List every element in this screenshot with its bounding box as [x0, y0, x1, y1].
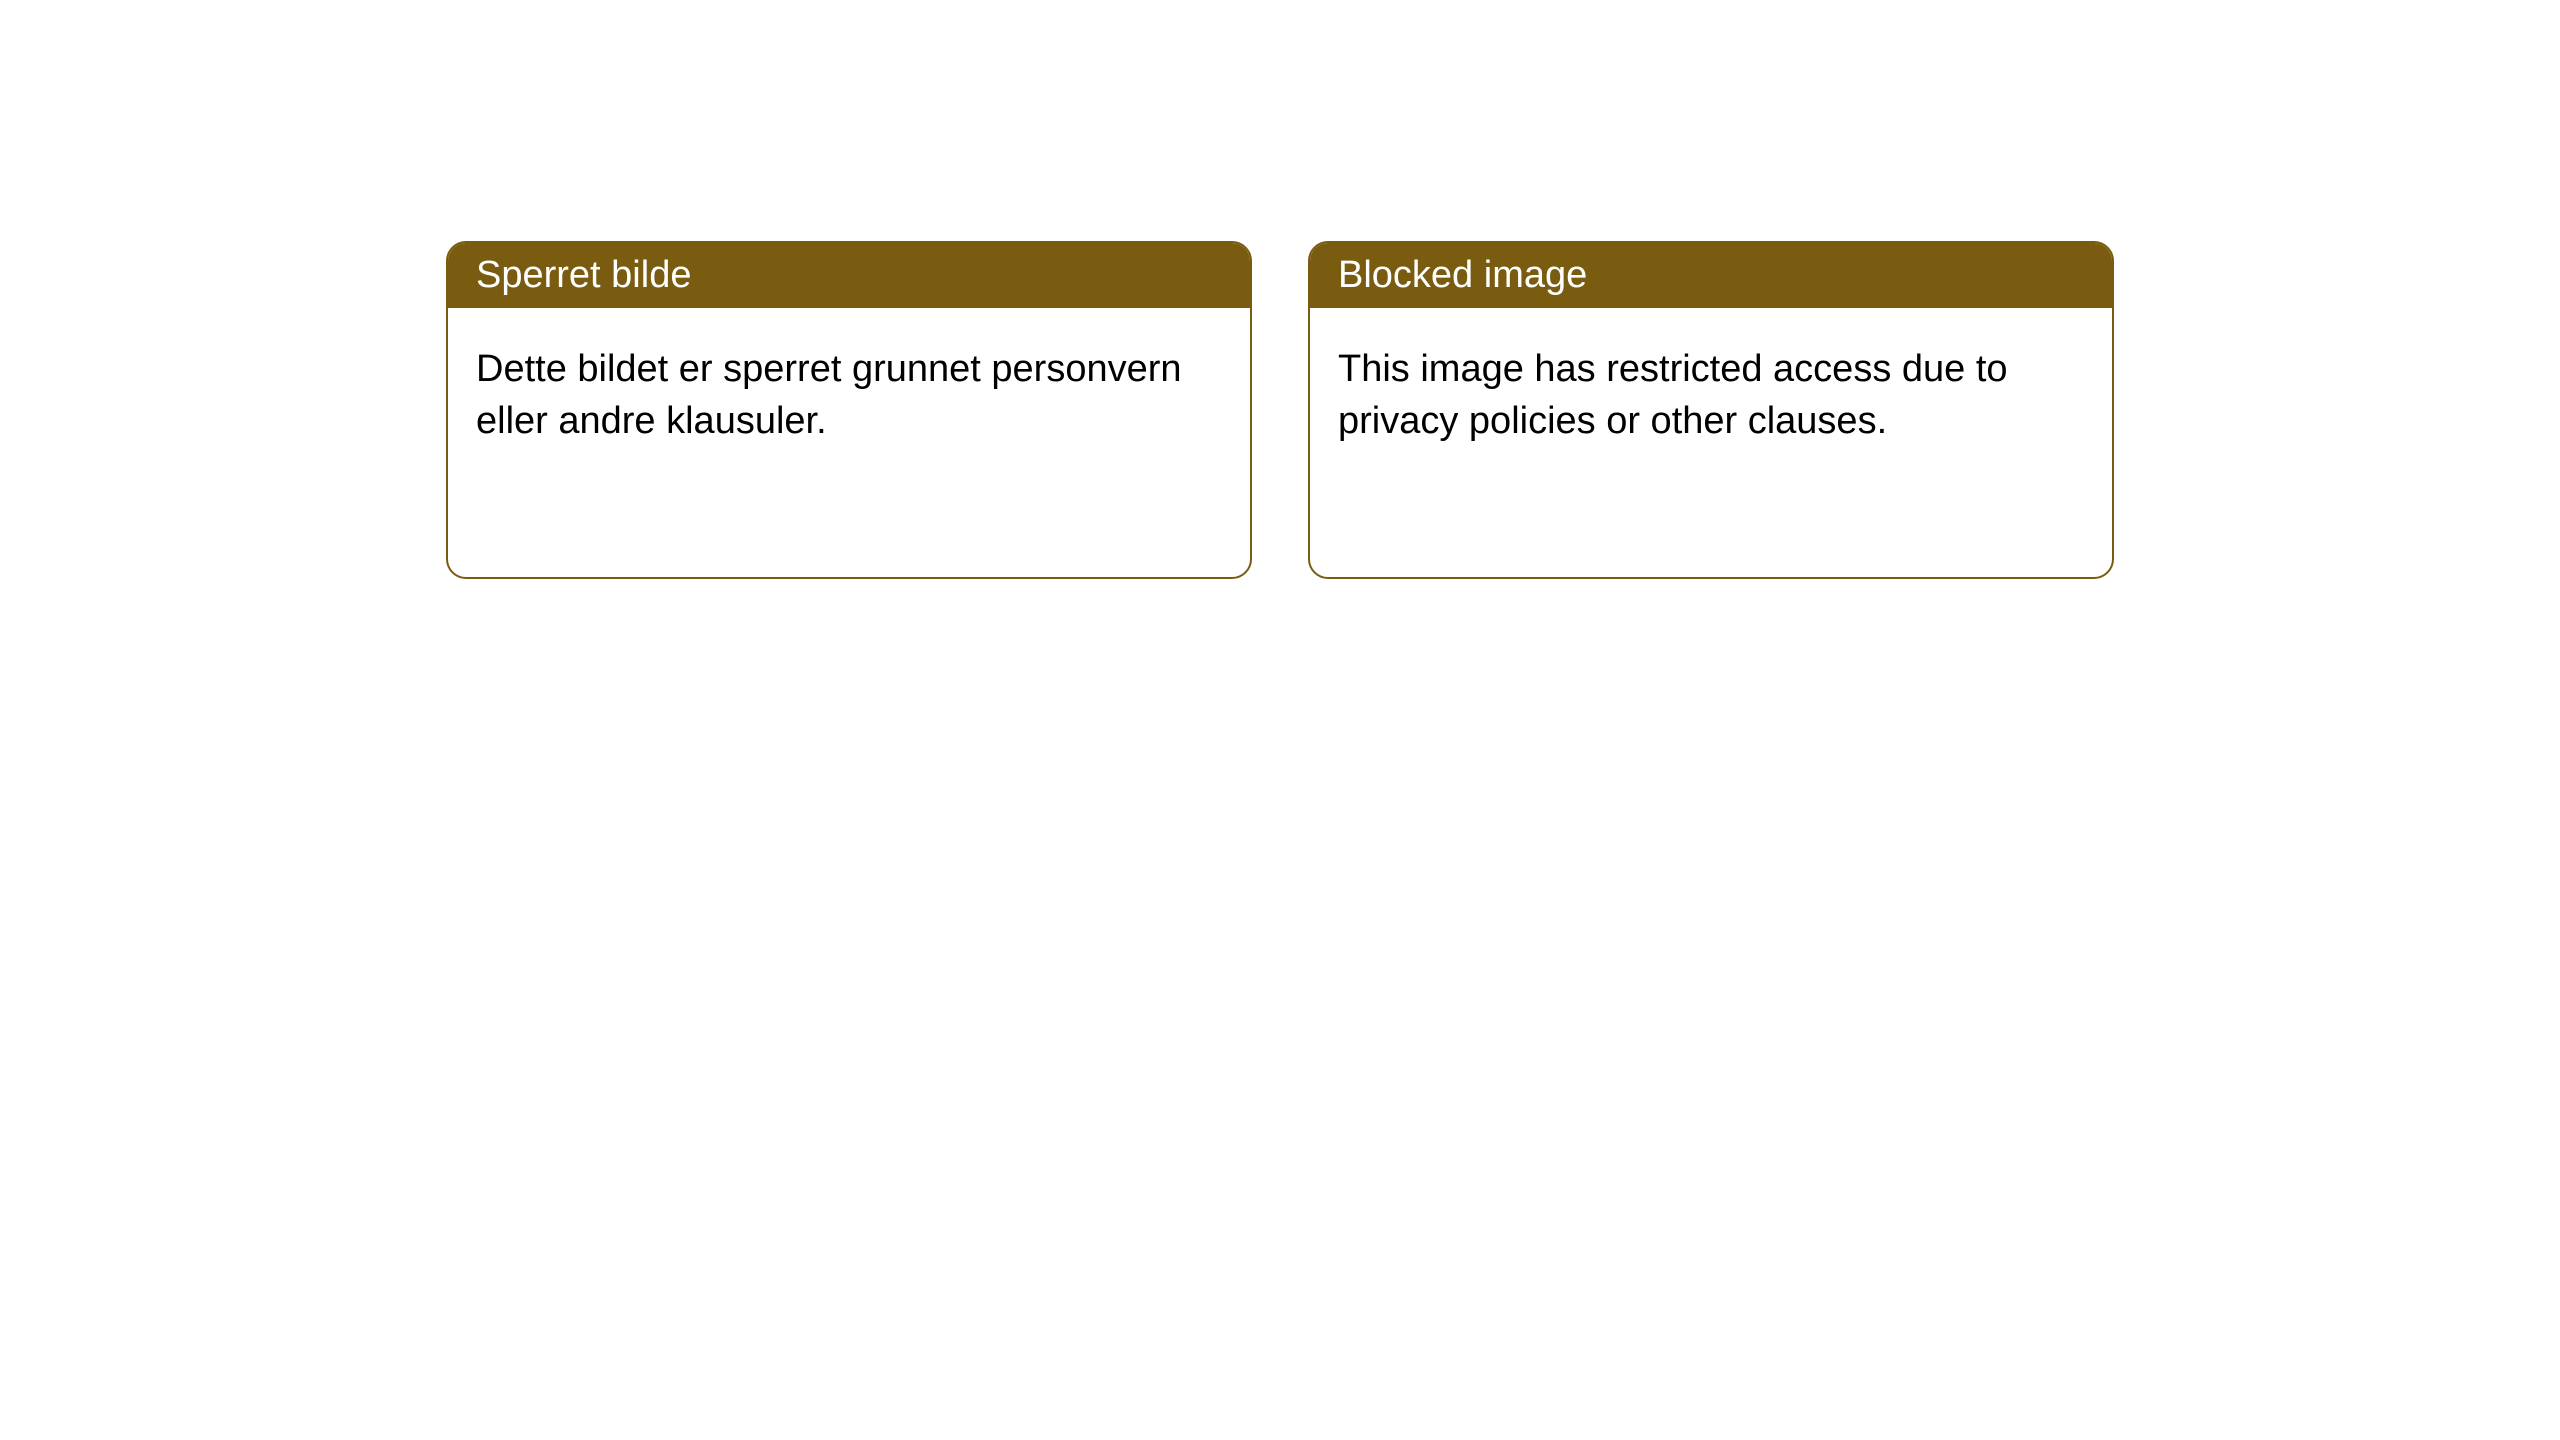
- card-header: Sperret bilde: [448, 243, 1250, 308]
- card-body: This image has restricted access due to …: [1310, 308, 2112, 483]
- card-title: Sperret bilde: [476, 254, 691, 296]
- card-header: Blocked image: [1310, 243, 2112, 308]
- card-body-text: Dette bildet er sperret grunnet personve…: [476, 348, 1182, 441]
- card-body-text: This image has restricted access due to …: [1338, 348, 2008, 441]
- blocked-image-card-en: Blocked image This image has restricted …: [1308, 241, 2114, 579]
- card-body: Dette bildet er sperret grunnet personve…: [448, 308, 1250, 483]
- notice-container: Sperret bilde Dette bildet er sperret gr…: [0, 0, 2560, 579]
- blocked-image-card-no: Sperret bilde Dette bildet er sperret gr…: [446, 241, 1252, 579]
- card-title: Blocked image: [1338, 254, 1587, 296]
